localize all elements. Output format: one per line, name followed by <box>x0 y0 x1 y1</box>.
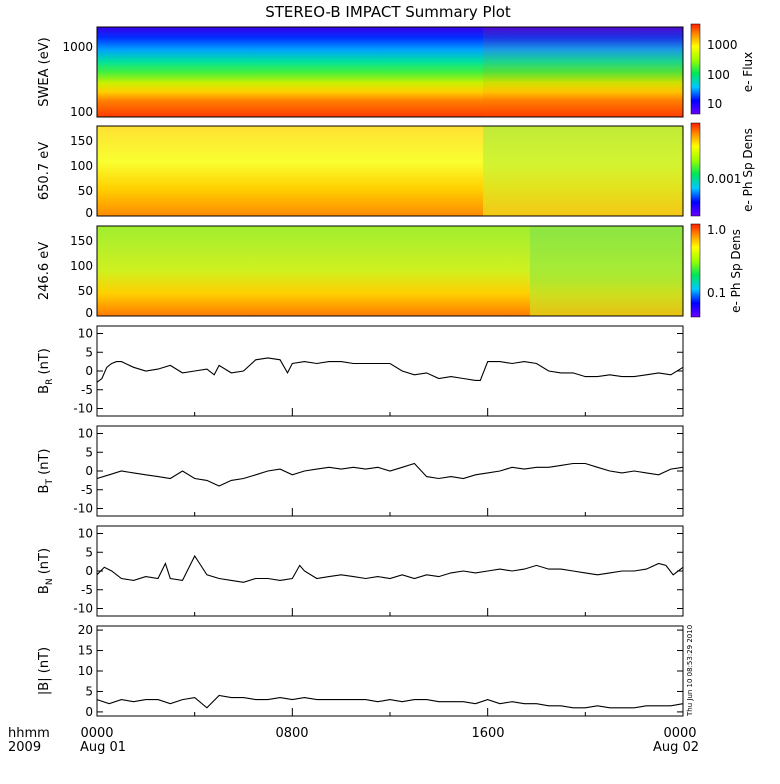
pad246-ytick-0: 0 <box>85 306 93 320</box>
bmag-ylabel-unit: (nT) <box>37 647 52 677</box>
bt-ylabel-main: B <box>37 485 52 494</box>
xtick-time-2: 1600 <box>471 726 504 741</box>
pad246-ytick-50: 50 <box>78 284 93 298</box>
bt-ytick-label-4: -10 <box>73 502 93 516</box>
pad650-ylabel: 650.7 eV <box>37 142 52 200</box>
br-frame <box>96 325 684 417</box>
pad246-ytick-100: 100 <box>70 259 93 273</box>
br-ylabel: BR (nT) <box>37 348 55 394</box>
swea-step-overlay <box>483 27 683 117</box>
timestamp: Thu Jun 10 08:53:29 2010 <box>686 625 694 717</box>
swea-ylabel: SWEA (eV) <box>37 37 52 106</box>
xtick-time-3: 0000 <box>663 726 696 741</box>
bn-ylabel-main: B <box>37 585 52 594</box>
pad650-panel <box>96 125 684 217</box>
swea-ytick-100: 100 <box>70 105 93 119</box>
xtick-time-0: 0000 <box>80 726 113 741</box>
swea-cbar-tick-100: 100 <box>707 68 730 82</box>
bn-ytick-label-1: 5 <box>85 545 93 559</box>
bmag-ytick-label-3: 5 <box>85 684 93 698</box>
br-series-line <box>96 357 684 383</box>
pad650-frame <box>96 125 684 217</box>
xtick-time-1: 0800 <box>275 726 308 741</box>
swea-ytick-1000: 1000 <box>62 40 93 54</box>
br-ytick-label-0: 10 <box>78 327 93 341</box>
pad246-panel <box>96 225 684 317</box>
pad246-ytick-150: 150 <box>70 234 93 248</box>
bn-ytick-label-3: -5 <box>81 583 93 597</box>
bn-ylabel-unit: (nT) <box>37 548 52 578</box>
pad650-ytick-100: 100 <box>70 159 93 173</box>
swea-cbar-tick-10: 10 <box>707 97 722 111</box>
bt-series-line <box>96 462 684 487</box>
bmag-ytick-label-4: 0 <box>85 705 93 719</box>
bn-ytick-label-0: 10 <box>78 527 93 541</box>
swea-heatmap <box>97 27 683 117</box>
br-ytick-label-4: -10 <box>73 402 93 416</box>
swea-cbar-tick-1000: 1000 <box>707 38 738 52</box>
pad246-frame <box>96 225 684 317</box>
bn-ylabel-sub: N <box>45 578 55 585</box>
xtick-date-0: Aug 01 <box>80 740 126 755</box>
br-ytick-label-2: 0 <box>85 364 93 378</box>
bt-ytick-label-2: 0 <box>85 464 93 478</box>
bmag-ytick-label-0: 20 <box>78 623 93 637</box>
bt-ylabel: BT (nT) <box>37 449 55 494</box>
pad650-ytick-50: 50 <box>78 184 93 198</box>
bn-ytick-label-2: 0 <box>85 564 93 578</box>
bt-ytick-label-3: -5 <box>81 483 93 497</box>
bn-ytick-label-4: -10 <box>73 602 93 616</box>
footer-hhmm: hhmm <box>8 726 50 741</box>
pad246-right-region <box>530 226 683 316</box>
bmag-ytick-label-1: 15 <box>78 644 93 658</box>
bmag-frame <box>96 625 684 717</box>
bmag-ylabel: |B| (nT) <box>37 647 52 695</box>
pad650-cbar-label: e- Ph Sp Dens <box>741 128 755 212</box>
pad650-ytick-0: 0 <box>85 206 93 220</box>
pad246-cbar-tick-1: 1.0 <box>707 223 726 237</box>
swea-frame <box>96 26 684 118</box>
swea-cbar-label: e- Flux <box>741 52 755 92</box>
swea-panel <box>96 26 684 118</box>
bt-ylabel-unit: (nT) <box>37 449 52 479</box>
bmag-ytick-label-2: 10 <box>78 664 93 678</box>
bt-ylabel-sub: T <box>45 479 55 486</box>
pad650-right-region <box>483 126 683 216</box>
xtick-date-3: Aug 02 <box>653 740 699 755</box>
pad650-ytick-150: 150 <box>70 134 93 148</box>
bn-series-line <box>96 554 684 583</box>
bt-ytick-label-0: 10 <box>78 427 93 441</box>
bn-ylabel: BN (nT) <box>37 548 55 594</box>
br-ytick-label-1: 5 <box>85 345 93 359</box>
swea-colorbar <box>690 23 701 115</box>
br-ylabel-sub: R <box>45 379 55 385</box>
pad650-cbar-tick: 0.001 <box>707 172 741 186</box>
br-ylabel-main: B <box>37 385 52 394</box>
pad246-colorbar <box>690 223 701 318</box>
bmag-ylabel-main: |B| <box>37 677 52 695</box>
pad246-ylabel: 246.6 eV <box>37 242 52 300</box>
bmag-series-line <box>96 694 684 709</box>
br-ytick-label-3: -5 <box>81 383 93 397</box>
plot-title: STEREO-B IMPACT Summary Plot <box>265 3 511 21</box>
br-ylabel-unit: (nT) <box>37 348 52 378</box>
pad650-colorbar <box>690 122 701 217</box>
footer-year: 2009 <box>8 740 41 755</box>
bt-ytick-label-1: 5 <box>85 445 93 459</box>
bn-frame <box>96 525 684 617</box>
pad246-cbar-label: e- Ph Sp Dens <box>729 229 743 313</box>
pad246-cbar-tick-2: 0.1 <box>707 286 726 300</box>
